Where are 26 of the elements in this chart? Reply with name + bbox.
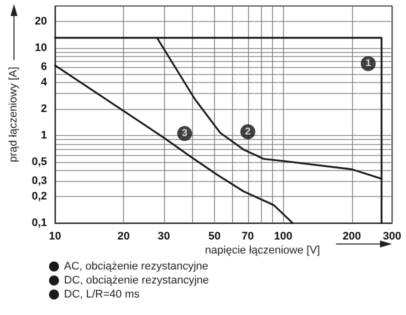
x-tick-label: 300: [382, 230, 402, 242]
annotation: 2: [245, 126, 252, 138]
y-tick-label: 0,2: [32, 190, 47, 203]
y-tick-label: 6: [40, 61, 47, 74]
y-tick-label: 1: [40, 129, 47, 142]
x-tick-label: 50: [208, 230, 221, 242]
y-axis-title: prąd łączeniowy [A]: [8, 66, 20, 162]
legend-label: DC, obciążenie rezystancyjne: [64, 274, 209, 286]
x-tick-label: 10: [48, 230, 62, 242]
annotation: 1: [365, 58, 372, 70]
legend-label: DC, L/R=40 ms: [64, 288, 140, 300]
annotation: 3: [182, 128, 188, 140]
y-tick-label: 0,3: [32, 175, 47, 188]
y-tick-label: 2: [40, 103, 47, 116]
x-tick-label: 70: [242, 230, 254, 242]
x-tick-label: 200: [342, 230, 362, 242]
x-tick-label: 100: [274, 230, 292, 242]
y-tick-label: 4: [40, 76, 48, 89]
legend-label: AC, obciążenie rezystancyjne: [64, 260, 208, 272]
y-tick-label: 0,1: [32, 217, 47, 229]
y-tick-label: 10: [34, 42, 47, 54]
y-tick-label: 20: [34, 15, 47, 28]
x-tick-label: 20: [118, 230, 130, 242]
x-tick-label: 30: [158, 230, 170, 242]
y-tick-label: 0,5: [32, 156, 47, 168]
x-axis-title: napięcie łączeniowe [V]: [205, 244, 320, 256]
